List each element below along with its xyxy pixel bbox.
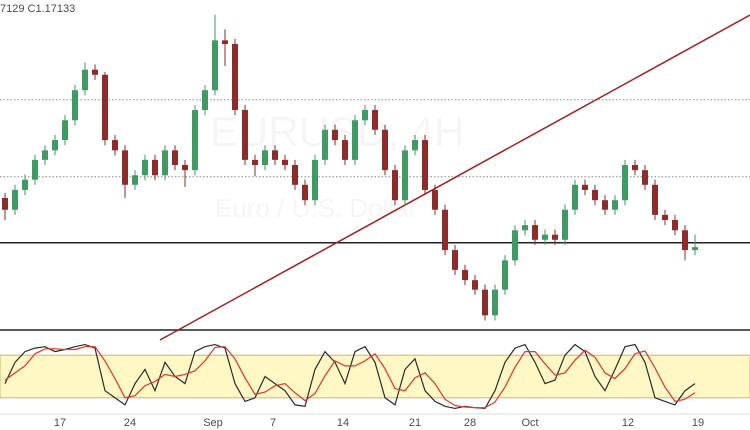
candle-body bbox=[352, 120, 358, 160]
x-tick-label: Sep bbox=[203, 417, 223, 429]
ohlc-header: 7129 C1.17133 bbox=[0, 3, 75, 15]
x-tick-label: Oct bbox=[521, 417, 538, 429]
candle-body bbox=[592, 189, 598, 201]
x-tick-label: 14 bbox=[337, 417, 349, 429]
candle-body bbox=[582, 184, 588, 190]
candle-body bbox=[672, 220, 678, 231]
candle-body bbox=[12, 189, 18, 210]
candle-body bbox=[202, 90, 208, 110]
oscillator-line bbox=[4, 343, 696, 410]
candle-body bbox=[182, 165, 188, 171]
oscillator-line bbox=[4, 346, 696, 409]
candle-body bbox=[152, 159, 158, 176]
candle-body bbox=[42, 150, 48, 160]
candle-body bbox=[52, 140, 58, 151]
candle-body bbox=[362, 110, 368, 121]
x-tick-label: 28 bbox=[464, 417, 476, 429]
candle-body bbox=[392, 170, 398, 201]
candle-body bbox=[222, 40, 228, 44]
candle-body bbox=[502, 260, 508, 290]
candle-body bbox=[422, 140, 428, 190]
candle-body bbox=[412, 140, 418, 151]
candle-body bbox=[22, 179, 28, 190]
candle-body bbox=[92, 69, 98, 75]
candle-body bbox=[472, 280, 478, 290]
candle-body bbox=[442, 209, 448, 251]
candle-body bbox=[332, 129, 338, 141]
candle-body bbox=[562, 209, 568, 240]
x-tick-label: 24 bbox=[124, 417, 136, 429]
candle-body bbox=[542, 234, 548, 240]
candle-body bbox=[272, 150, 278, 160]
candle-body bbox=[522, 225, 528, 231]
candle-body bbox=[492, 289, 498, 316]
candle-body bbox=[32, 159, 38, 180]
x-tick-label: 12 bbox=[622, 417, 634, 429]
candle-body bbox=[552, 234, 558, 240]
candle-body bbox=[462, 269, 468, 281]
candle-body bbox=[602, 200, 608, 210]
candle-body bbox=[62, 120, 68, 141]
candle-body bbox=[2, 198, 8, 210]
candle-body bbox=[232, 44, 238, 110]
candle-body bbox=[322, 129, 328, 160]
candle-body bbox=[682, 230, 688, 251]
x-tick-label: 21 bbox=[409, 417, 421, 429]
candle-body bbox=[312, 159, 318, 201]
candle-body bbox=[512, 230, 518, 261]
candle-body bbox=[252, 159, 258, 165]
candle-body bbox=[142, 159, 148, 176]
candle-body bbox=[102, 74, 108, 141]
x-tick-label: 19 bbox=[692, 417, 704, 429]
candle-body bbox=[662, 214, 668, 220]
candle-body bbox=[642, 170, 648, 185]
candle-body bbox=[162, 150, 168, 176]
candle-body bbox=[622, 165, 628, 201]
trendline bbox=[159, 14, 750, 341]
candle-body bbox=[192, 110, 198, 171]
candle-body bbox=[282, 159, 288, 165]
candle-body bbox=[612, 200, 618, 210]
candle-body bbox=[342, 140, 348, 160]
candle-body bbox=[482, 289, 488, 316]
candle-body bbox=[432, 189, 438, 210]
candle-body bbox=[122, 150, 128, 185]
candle-body bbox=[302, 184, 308, 201]
candle-body bbox=[82, 69, 88, 91]
x-tick-label: 7 bbox=[270, 417, 276, 429]
candle-body bbox=[112, 140, 118, 151]
candle-body bbox=[382, 129, 388, 171]
candle-body bbox=[452, 250, 458, 270]
candle-body bbox=[72, 90, 78, 121]
candle-body bbox=[632, 165, 638, 171]
candle-body bbox=[172, 150, 178, 165]
candle-body bbox=[292, 165, 298, 185]
candle-body bbox=[242, 110, 248, 160]
candle-body bbox=[572, 184, 578, 210]
candle-body bbox=[132, 175, 138, 185]
candle-body bbox=[372, 110, 378, 130]
x-tick-label: 17 bbox=[54, 417, 66, 429]
candle-body bbox=[212, 40, 218, 91]
candle-body bbox=[402, 150, 408, 201]
candle-body bbox=[692, 247, 698, 251]
candle-body bbox=[262, 150, 268, 165]
candle-body bbox=[532, 225, 538, 240]
candle-body bbox=[652, 184, 658, 215]
